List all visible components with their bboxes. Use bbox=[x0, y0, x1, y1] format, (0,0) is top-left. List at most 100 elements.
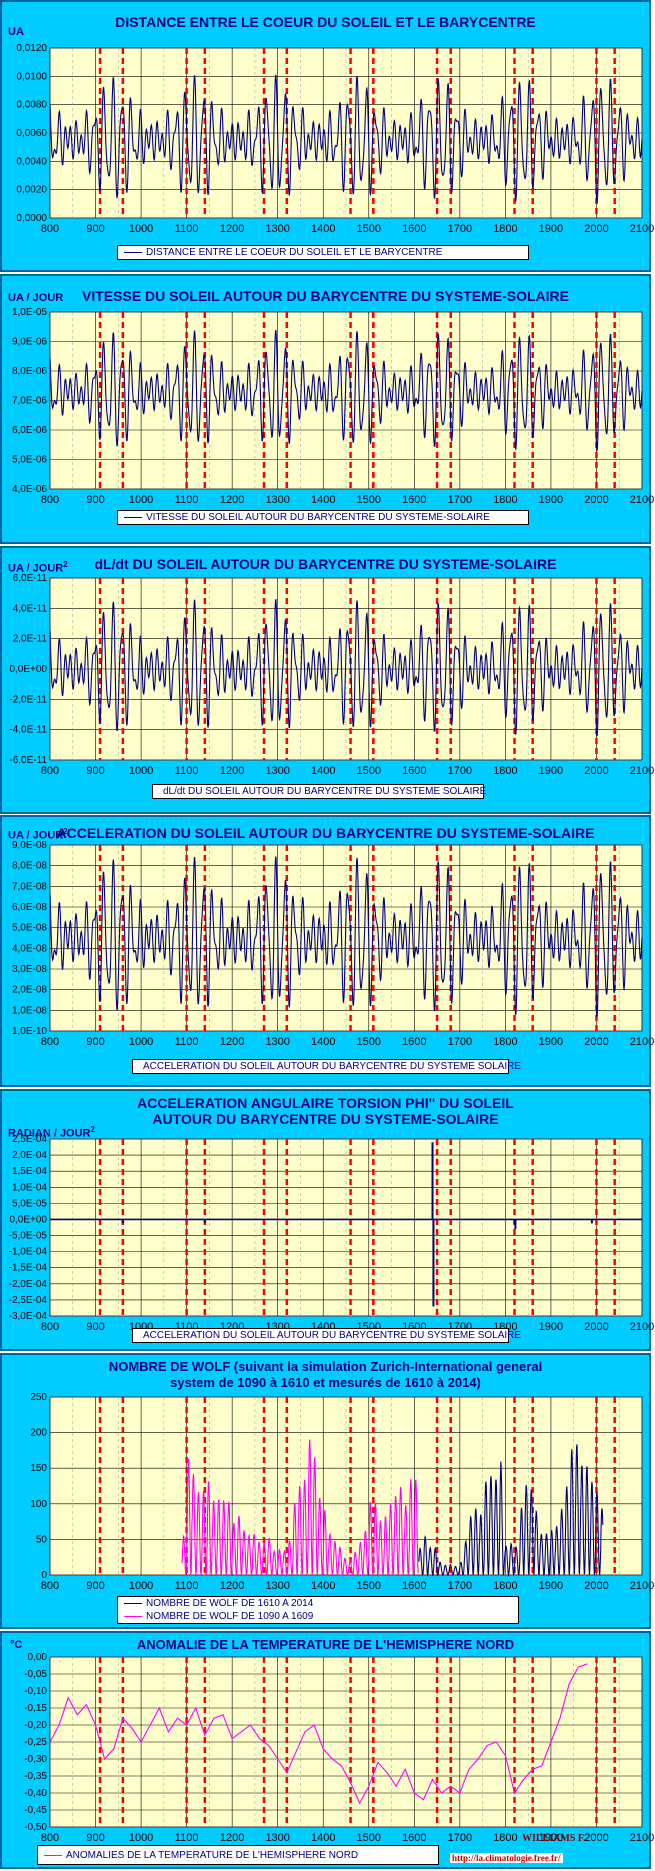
y-tick-label: -3,0E-04 bbox=[9, 1311, 48, 1322]
series-line-1 bbox=[49, 856, 643, 1018]
y-tick-label: 1,0E-08 bbox=[12, 1005, 47, 1016]
y-tick-label: -0,50 bbox=[24, 1822, 47, 1833]
x-tick-label: 2100 bbox=[630, 494, 654, 506]
x-tick-label: 1300 bbox=[265, 494, 289, 506]
x-tick-label: 1600 bbox=[402, 1580, 426, 1592]
y-tick-label: 50 bbox=[36, 1534, 48, 1545]
x-tick-label: 1100 bbox=[175, 765, 199, 777]
y-unit-label-7: °C bbox=[10, 1639, 23, 1651]
x-tick-label: 800 bbox=[41, 494, 59, 506]
chart-panel-1: DISTANCE ENTRE LE COEUR DU SOLEIL ET LE … bbox=[0, 0, 654, 272]
x-tick-label: 1800 bbox=[493, 494, 517, 506]
y-tick-label: 150 bbox=[30, 1463, 47, 1474]
y-tick-label: -0,10 bbox=[24, 1686, 47, 1697]
y-unit-sup-4: 2 bbox=[63, 827, 68, 836]
legend-item-1: DISTANCE ENTRE LE COEUR DU SOLEIL ET LE … bbox=[118, 246, 528, 259]
x-tick-label: 1100 bbox=[175, 1036, 199, 1048]
legend-1: DISTANCE ENTRE LE COEUR DU SOLEIL ET LE … bbox=[117, 245, 529, 260]
y-tick-label: -1,0E-04 bbox=[9, 1247, 48, 1258]
legend-label-5: ACCELERATION DU SOLEIL AUTOUR DU BARYCEN… bbox=[143, 1330, 522, 1341]
y-tick-label: 4,0E-11 bbox=[13, 603, 48, 614]
x-tick-label: 2100 bbox=[630, 765, 654, 777]
chart-svg-2: 1,0E-05 9,0E-06 8,0E-06 7,0E-06 6,0E-06 5,0E-… bbox=[12, 307, 654, 506]
x-tick-label: 2000 bbox=[584, 1580, 608, 1592]
chart-title-7: ANOMALIE DE LA TEMPERATURE DE L'HEMISPHE… bbox=[136, 1637, 515, 1652]
x-tick-label: 1700 bbox=[448, 494, 472, 506]
y-tick-label: 200 bbox=[30, 1428, 47, 1439]
x-tick-label: 800 bbox=[41, 1580, 59, 1592]
legend-7: ANOMALIES DE LA TEMPERATURE DE L'HEMISPH… bbox=[37, 1845, 439, 1865]
chart-svg-5: 2,5E-04 2,0E-04 1,5E-04 1,0E-04 5,0E-05 0,0E+… bbox=[9, 1134, 655, 1333]
legend-swatch-7 bbox=[44, 1854, 62, 1856]
x-tick-label: 1200 bbox=[220, 223, 244, 235]
x-tick-label: 1900 bbox=[539, 765, 563, 777]
x-tick-label: 1000 bbox=[129, 1036, 153, 1048]
x-tick-label: 1800 bbox=[493, 1036, 517, 1048]
chart-svg-4: 9,0E-08 8,0E-08 7,0E-08 6,0E-08 5,0E-08 4,0E-… bbox=[12, 840, 654, 1048]
chart-title-3: dL/dt DU SOLEIL AUTOUR DU BARYCENTRE DU … bbox=[94, 556, 557, 572]
series-line-2 bbox=[181, 1439, 419, 1578]
y-tick-label: -4,0E-11 bbox=[9, 725, 47, 736]
legend-item-7: ANOMALIES DE LA TEMPERATURE DE L'HEMISPH… bbox=[38, 1846, 438, 1864]
y-unit-label-1: UA bbox=[8, 26, 24, 38]
y-tick-label: 9,0E-08 bbox=[12, 840, 47, 851]
x-tick-label: 2000 bbox=[584, 223, 608, 235]
x-tick-label: 1000 bbox=[129, 1580, 153, 1592]
x-tick-label: 2000 bbox=[584, 494, 608, 506]
y-tick-label: 2,0E-04 bbox=[12, 1150, 47, 1161]
series-line-1 bbox=[49, 1663, 588, 1805]
legend-4: ACCELERATION DU SOLEIL AUTOUR DU BARYCEN… bbox=[132, 1059, 521, 1074]
y-tick-label: 2,0E-11 bbox=[13, 634, 48, 645]
x-tick-label: 1400 bbox=[311, 223, 335, 235]
y-unit-text-5: RADIAN / JOUR bbox=[8, 1127, 91, 1140]
y-tick-label: 2,0E-08 bbox=[12, 985, 47, 996]
x-tick-label: 1300 bbox=[265, 1580, 289, 1592]
x-tick-label: 1900 bbox=[539, 1321, 563, 1333]
x-tick-label: 1000 bbox=[129, 765, 153, 777]
x-tick-label: 1200 bbox=[220, 1036, 244, 1048]
legend-label-2: VITESSE DU SOLEIL AUTOUR DU BARYCENTRE D… bbox=[146, 512, 490, 523]
y-unit-label-5: RADIAN / JOUR2 bbox=[8, 1125, 95, 1140]
x-tick-label: 900 bbox=[86, 1321, 104, 1333]
legend-label-4: ACCELERATION DU SOLEIL AUTOUR DU BARYCEN… bbox=[143, 1061, 522, 1072]
x-tick-label: 1200 bbox=[220, 1580, 244, 1592]
chart-svg-7: 0,00 -0,05 -0,10 -0,15 -0,20 -0,25 -0,30 -0,35 -… bbox=[24, 1652, 654, 1844]
y-tick-label: 4,0E-06 bbox=[12, 484, 47, 495]
x-tick-label: 1500 bbox=[357, 765, 381, 777]
x-tick-label: 1200 bbox=[220, 494, 244, 506]
y-tick-label: 7,0E-06 bbox=[12, 396, 47, 407]
x-tick-label: 800 bbox=[41, 223, 59, 235]
x-tick-label: 800 bbox=[41, 1321, 59, 1333]
legend-5: ACCELERATION DU SOLEIL AUTOUR DU BARYCEN… bbox=[132, 1328, 521, 1343]
x-tick-label: 1900 bbox=[539, 1832, 563, 1844]
x-tick-label: 1900 bbox=[539, 1580, 563, 1592]
y-unit-label-2: UA / JOUR bbox=[8, 292, 64, 304]
x-tick-label: 1000 bbox=[129, 1832, 153, 1844]
x-tick-label: 1300 bbox=[265, 765, 289, 777]
y-tick-label: 0,0E+00 bbox=[9, 1214, 47, 1225]
x-tick-label: 900 bbox=[86, 765, 104, 777]
chart-panel-4: ACCELERATION DU SOLEIL AUTOUR DU BARYCEN… bbox=[0, 815, 654, 1087]
y-tick-label: 0,0060 bbox=[16, 128, 47, 139]
x-tick-label: 1500 bbox=[357, 1036, 381, 1048]
x-tick-label: 1800 bbox=[493, 1832, 517, 1844]
x-tick-label: 2000 bbox=[584, 1036, 608, 1048]
chart-panel-3: dL/dt DU SOLEIL AUTOUR DU BARYCENTRE DU … bbox=[0, 546, 654, 814]
x-tick-label: 1800 bbox=[493, 223, 517, 235]
legend-label-3: dL/dt DU SOLEIL AUTOUR DU BARYCENTRE DU … bbox=[163, 786, 487, 797]
y-tick-label: 4,0E-08 bbox=[12, 943, 47, 954]
x-tick-label: 1000 bbox=[129, 223, 153, 235]
chart-title-4: ACCELERATION DU SOLEIL AUTOUR DU BARYCEN… bbox=[56, 825, 595, 841]
y-tick-label: 3,0E-08 bbox=[12, 964, 47, 975]
x-tick-label: 800 bbox=[41, 1832, 59, 1844]
y-tick-label: 0,0100 bbox=[16, 71, 47, 82]
x-tick-label: 2100 bbox=[630, 1580, 654, 1592]
y-unit-text-4: UA / JOUR bbox=[8, 829, 64, 842]
x-tick-label: 1600 bbox=[402, 223, 426, 235]
signature-url[interactable]: http://la.climatologie.free.fr/ bbox=[450, 1853, 563, 1863]
series-line-1 bbox=[49, 330, 643, 452]
y-tick-label: 0 bbox=[41, 1570, 47, 1581]
y-tick-label: 7,0E-08 bbox=[12, 881, 47, 892]
x-tick-label: 1500 bbox=[357, 1580, 381, 1592]
